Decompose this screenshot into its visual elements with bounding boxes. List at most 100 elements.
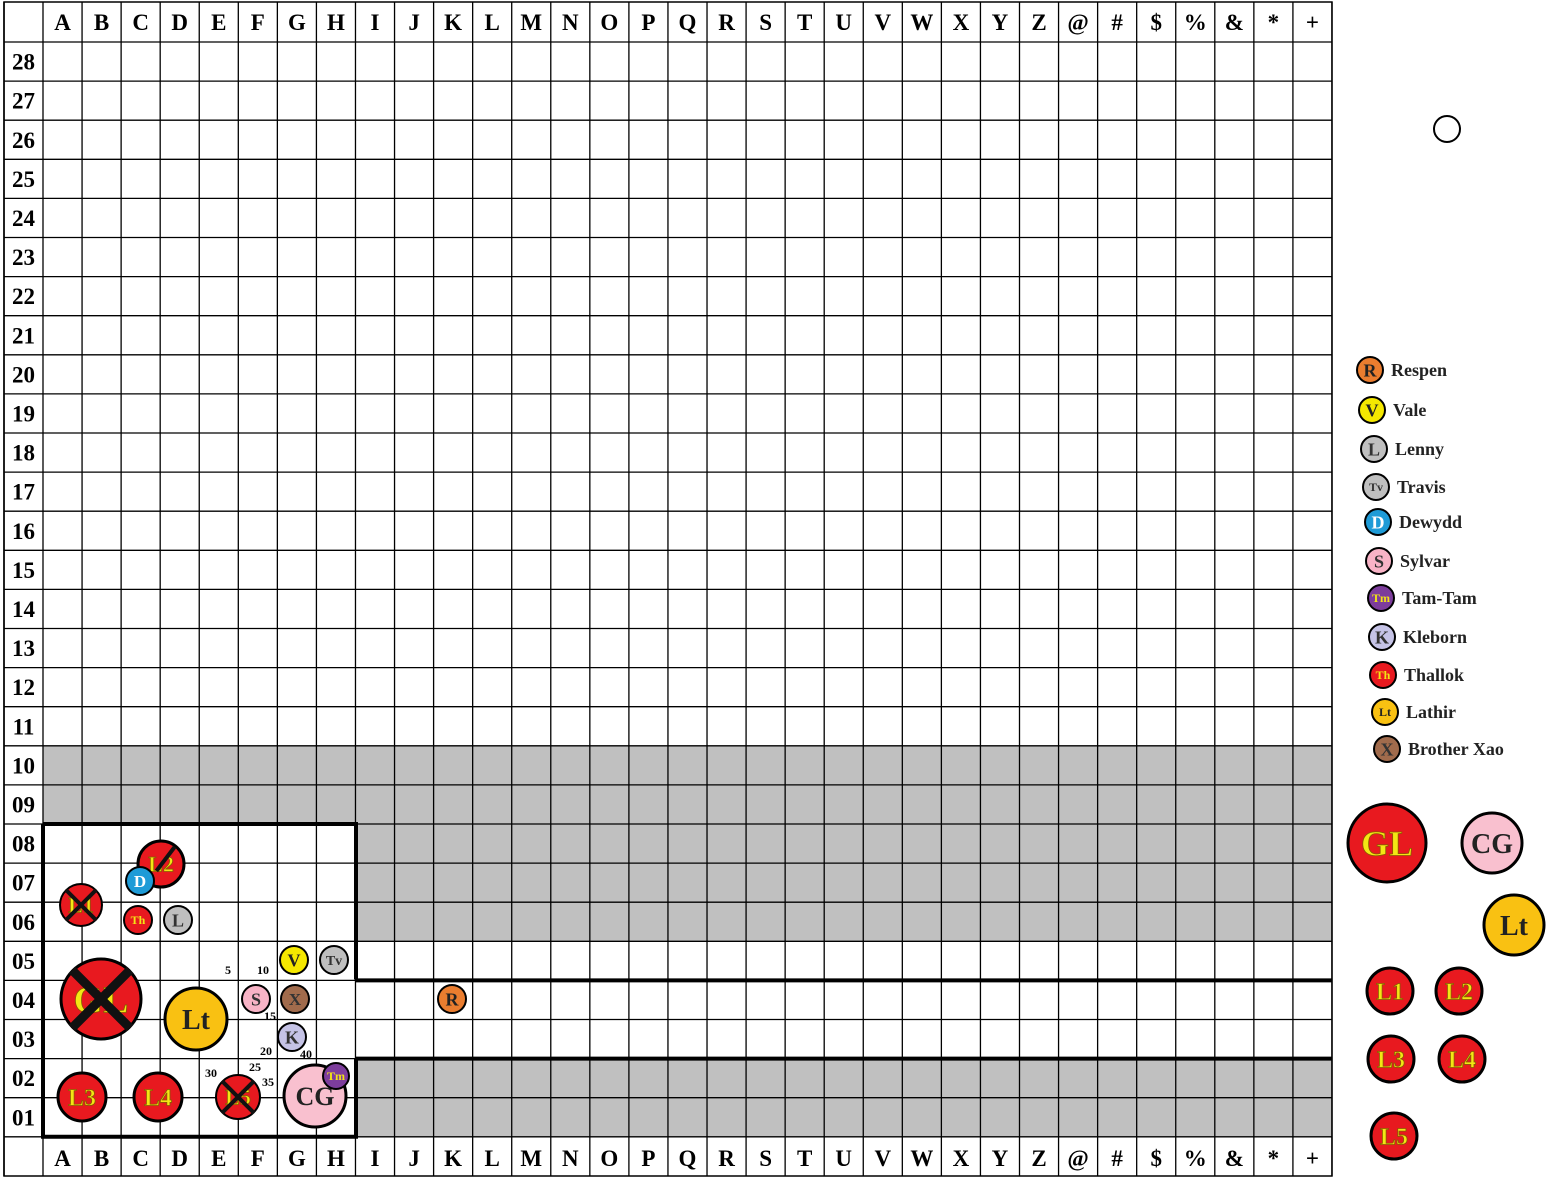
reserve-token-l3-icon[interactable]: L3	[1366, 1034, 1416, 1084]
token-label: Tm	[327, 1069, 345, 1083]
legend-respen-icon: R	[1356, 356, 1384, 384]
token-tv-icon[interactable]: Tv	[319, 945, 349, 975]
token-lt-icon[interactable]: Lt	[163, 986, 229, 1052]
column-header-bottom: M	[520, 1146, 542, 1171]
reserve-token-l1-icon[interactable]: L1	[1365, 966, 1415, 1016]
grid-headers: AABBCCDDEEFFGGHHIIJJKKLLMMNNOOPPQQRRSSTT…	[12, 10, 1319, 1172]
column-header-top: R	[718, 10, 735, 35]
range-marker: 30	[205, 1066, 217, 1080]
row-header: 09	[12, 792, 35, 817]
column-header-top: %	[1184, 10, 1207, 35]
legend-name: Thallok	[1404, 664, 1465, 685]
row-header: 03	[12, 1027, 35, 1052]
token-label: L4	[1448, 1047, 1476, 1073]
column-header-top: O	[600, 10, 618, 35]
token-k-icon[interactable]: K	[277, 1022, 307, 1052]
column-header-top: Y	[992, 10, 1009, 35]
legend-thallok-icon: Th	[1369, 661, 1397, 689]
row-header: 12	[12, 675, 35, 700]
shaded-terrain	[43, 745, 1332, 1137]
token-d-icon[interactable]: D	[125, 866, 155, 896]
column-header-bottom: %	[1184, 1146, 1207, 1171]
column-header-top: +	[1306, 10, 1319, 35]
empty-marker-icon[interactable]	[1433, 115, 1461, 143]
range-marker: 5	[225, 963, 231, 977]
reserve-token-l5-icon[interactable]: L5	[1369, 1111, 1419, 1161]
row-header: 06	[12, 910, 35, 935]
svg-text:S: S	[1374, 551, 1384, 571]
token-v-icon[interactable]: V	[279, 945, 309, 975]
legend-item-tamtam: Tm Tam-Tam	[1366, 583, 1477, 613]
token-label: Tv	[326, 954, 342, 969]
token-x-icon[interactable]: X	[280, 984, 310, 1014]
column-header-bottom: R	[718, 1146, 735, 1171]
row-header: 10	[12, 753, 35, 778]
defeated-slash-icon	[154, 845, 177, 873]
legend-item-dewydd: D Dewydd	[1363, 507, 1462, 537]
token-label: GL	[1361, 824, 1413, 864]
column-header-bottom: L	[485, 1146, 500, 1171]
token-l1-icon[interactable]: L1	[59, 883, 103, 927]
token-tm-icon[interactable]: Tm	[322, 1062, 350, 1090]
token-th-icon[interactable]: Th	[123, 905, 153, 935]
token-l4-icon[interactable]: L4	[132, 1071, 184, 1123]
range-markers: 5 10 15 20 25 30 35 40	[205, 963, 312, 1089]
svg-text:R: R	[1364, 360, 1378, 380]
token-label: Th	[131, 913, 146, 927]
shaded-area	[356, 824, 1332, 942]
column-header-top: G	[288, 10, 306, 35]
row-header: 14	[12, 597, 36, 622]
column-header-bottom: F	[251, 1146, 265, 1171]
shaded-row	[43, 784, 1332, 824]
token-r-icon[interactable]: R	[437, 984, 467, 1014]
reserve-token-l4-icon[interactable]: L4	[1437, 1034, 1487, 1084]
token-label: S	[251, 989, 261, 1009]
token-label: D	[134, 872, 146, 891]
column-header-bottom: #	[1111, 1146, 1123, 1171]
column-header-bottom: B	[94, 1146, 109, 1171]
column-header-top: L	[485, 10, 500, 35]
column-header-top: N	[562, 10, 579, 35]
token-label: R	[446, 989, 460, 1009]
row-header: 27	[12, 89, 35, 114]
defeated-x-icon	[64, 888, 98, 922]
range-marker: 40	[300, 1047, 312, 1061]
column-header-bottom: *	[1268, 1146, 1280, 1171]
row-header: 15	[12, 558, 35, 583]
column-header-top: Z	[1031, 10, 1046, 35]
reserve-token-lt-icon[interactable]: Lt	[1482, 893, 1546, 957]
row-header: 08	[12, 832, 35, 857]
column-header-top: V	[874, 10, 891, 35]
legend-kleborn-icon: K	[1368, 623, 1396, 651]
token-l5-icon[interactable]: L5	[215, 1074, 261, 1120]
legend-item-vale: V Vale	[1357, 395, 1426, 425]
row-header: 26	[12, 128, 35, 153]
token-label: L5	[1380, 1124, 1408, 1150]
legend-name: Kleborn	[1403, 626, 1468, 647]
defeated-x-icon	[220, 1079, 256, 1115]
token-gl-icon[interactable]: GL	[59, 957, 143, 1041]
legend-item-brother_xao: X Brother Xao	[1372, 734, 1504, 764]
token-s-icon[interactable]: S	[241, 984, 271, 1014]
column-header-bottom: H	[327, 1146, 345, 1171]
reserve-token-gl-icon[interactable]: GL	[1346, 802, 1428, 884]
column-header-bottom: U	[835, 1146, 852, 1171]
reserve-token-cg-icon[interactable]: CG	[1460, 811, 1524, 875]
svg-text:V: V	[1366, 400, 1379, 420]
column-header-top: A	[54, 10, 71, 35]
column-header-top: H	[327, 10, 345, 35]
token-label: V	[288, 950, 301, 970]
row-header: 19	[12, 401, 35, 426]
legend-tamtam-icon: Tm	[1367, 584, 1395, 612]
reserve-tokens: GL CG Lt L1 L2 L3 L4 L5	[1346, 802, 1546, 1161]
reserve-token-l2-icon[interactable]: L2	[1434, 966, 1484, 1016]
token-label: L3	[68, 1085, 96, 1111]
row-header: 13	[12, 636, 35, 661]
range-marker: 10	[257, 963, 269, 977]
column-header-top: T	[797, 10, 812, 35]
row-header: 05	[12, 949, 35, 974]
token-l-icon[interactable]: L	[163, 905, 193, 935]
column-header-top: W	[910, 10, 933, 35]
column-header-top: K	[444, 10, 462, 35]
token-l3-icon[interactable]: L3	[56, 1071, 108, 1123]
